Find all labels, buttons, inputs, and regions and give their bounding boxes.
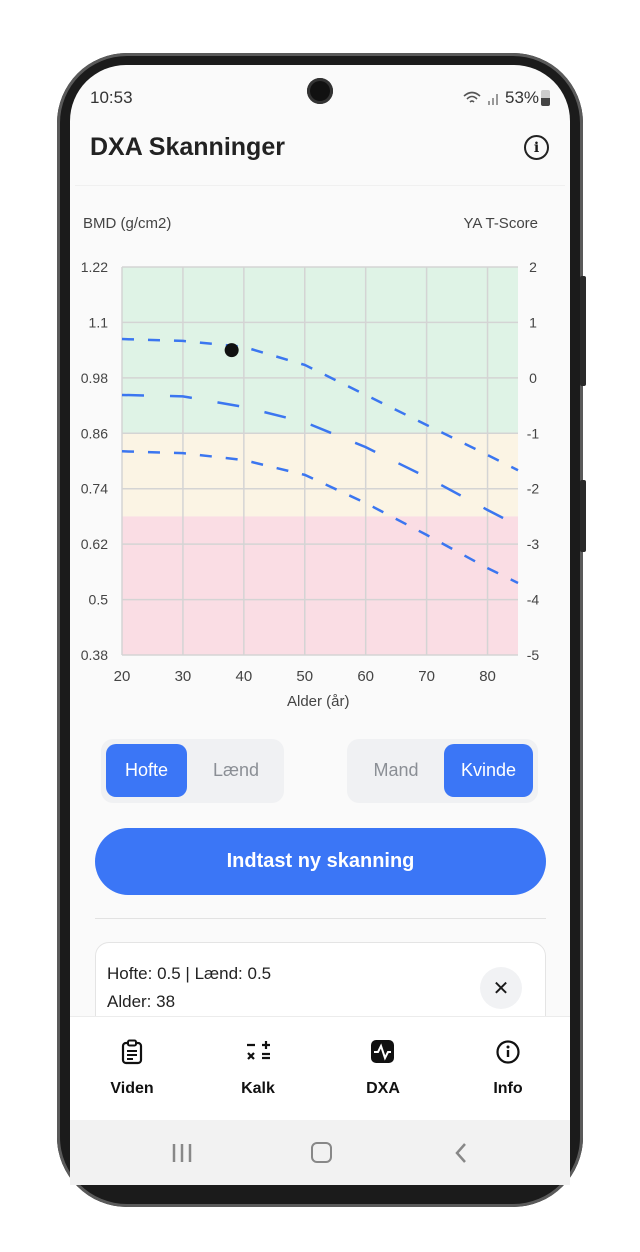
new-scan-button[interactable]: Indtast ny skanning [95, 828, 546, 895]
battery-percent: 53% [505, 88, 540, 107]
nav-label: Kalk [241, 1080, 275, 1097]
y2-tick-label: -4 [527, 592, 540, 608]
info-icon[interactable]: i [524, 135, 549, 160]
kvinde-option[interactable]: Kvinde [444, 744, 533, 797]
y2-tick-label: 2 [529, 259, 537, 275]
x-tick-label: 30 [175, 668, 192, 685]
y2-tick-label: -1 [527, 425, 540, 441]
wifi-signal-icon [462, 90, 502, 106]
camera-icon [307, 78, 333, 104]
bottom-nav: Viden Kalk DXA Info [70, 1016, 570, 1120]
x-tick-label: 80 [479, 668, 496, 685]
y2-tick-label: -2 [527, 481, 540, 497]
close-icon[interactable]: ✕ [480, 967, 522, 1009]
nav-label: Viden [110, 1080, 154, 1097]
clipboard-icon [121, 1039, 143, 1065]
y2-axis-label: YA T-Score [463, 215, 538, 232]
chart-band [122, 433, 518, 517]
calculator-icon [247, 1041, 270, 1060]
battery-icon [541, 90, 550, 106]
nav-label: Info [493, 1080, 523, 1097]
nav-info[interactable]: Info [458, 1039, 558, 1098]
y2-tick-label: -5 [527, 647, 540, 663]
x-tick-label: 20 [114, 668, 131, 685]
reference-curve [121, 393, 519, 527]
x-tick-label: 70 [418, 668, 435, 685]
nav-kalk[interactable]: Kalk [208, 1039, 308, 1098]
sex-toggle: Mand Kvinde [347, 739, 538, 803]
recents-icon[interactable] [170, 1142, 194, 1164]
volume-button [580, 276, 586, 386]
x-axis-label: Alder (år) [287, 693, 350, 710]
status-time: 10:53 [90, 88, 133, 107]
divider [95, 918, 546, 919]
y-tick-label: 0.74 [81, 481, 108, 497]
y-tick-label: 0.5 [89, 592, 109, 608]
y2-tick-label: -3 [527, 536, 540, 552]
nav-label: DXA [366, 1080, 400, 1097]
system-nav-bar [70, 1120, 570, 1185]
y-tick-label: 0.38 [81, 647, 108, 663]
back-icon[interactable] [453, 1142, 469, 1164]
y-axis-label: BMD (g/cm2) [83, 215, 172, 232]
power-button [580, 480, 586, 552]
site-toggle: Hofte Lænd [101, 739, 284, 803]
x-tick-label: 40 [236, 668, 253, 685]
scan-values: Hofte: 0.5 | Lænd: 0.5 [107, 964, 272, 983]
y2-tick-label: 1 [529, 314, 537, 330]
bmd-chart: 20 30 40 50 60 70 80 1.22 2 1.1 1 0.98 0 0.86 -1 0.74 -2… [81, 259, 540, 685]
x-tick-label: 60 [357, 668, 374, 685]
mand-option[interactable]: Mand [373, 760, 419, 780]
chart-band [122, 267, 518, 434]
y-tick-label: 0.62 [81, 536, 108, 552]
y-tick-label: 1.1 [89, 314, 109, 330]
nav-viden[interactable]: Viden [82, 1039, 182, 1098]
header-divider [75, 185, 565, 186]
scan-age: Alder: 38 [107, 992, 176, 1011]
page-title: DXA Skanninger [90, 133, 285, 161]
info-icon [496, 1040, 520, 1064]
y2-tick-label: 0 [529, 370, 537, 386]
nav-dxa[interactable]: DXA [333, 1039, 433, 1098]
x-tick-label: 50 [296, 668, 313, 685]
laend-option[interactable]: Lænd [212, 760, 260, 780]
home-icon[interactable] [311, 1142, 332, 1163]
y-tick-label: 0.98 [81, 370, 108, 386]
y-tick-label: 0.86 [81, 425, 108, 441]
chart-band [122, 516, 518, 655]
scan-data-point [224, 343, 239, 358]
hofte-option[interactable]: Hofte [106, 744, 187, 797]
waveform-icon [371, 1040, 394, 1063]
y-tick-label: 1.22 [81, 259, 108, 275]
